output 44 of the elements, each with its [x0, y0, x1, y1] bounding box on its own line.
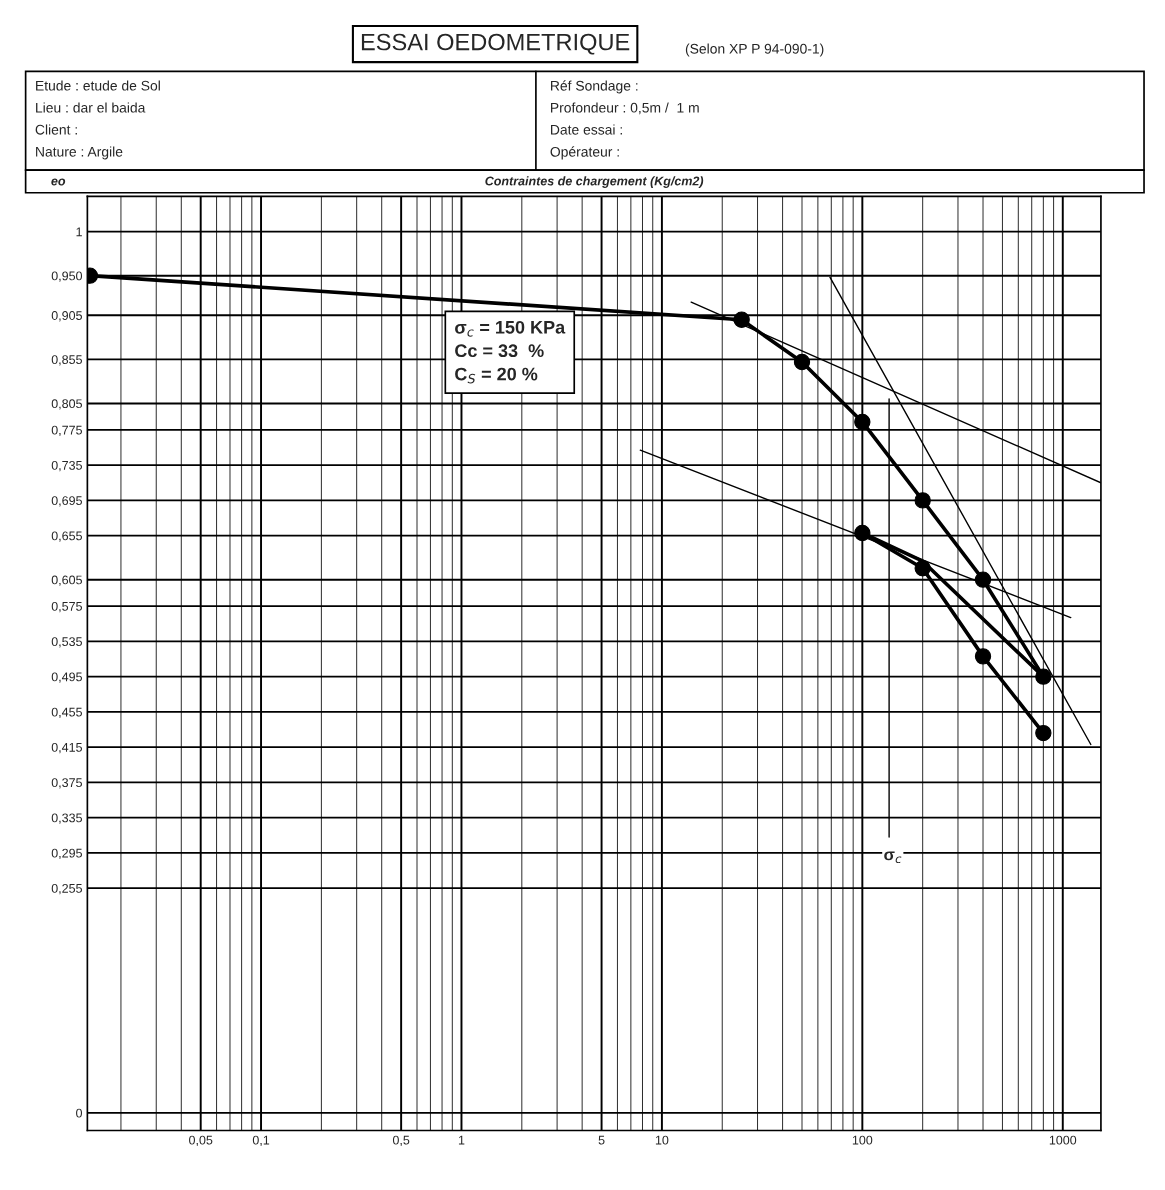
x-tick-label: 5: [598, 1135, 605, 1145]
y-tick-label: 0,655: [51, 531, 82, 542]
text: Profondeur : 0,5m / 1 m: [551, 102, 699, 115]
text: Nature : Argile: [36, 146, 123, 160]
y-tick-label: 0,735: [51, 460, 82, 472]
y-tick-label: 0,695: [51, 496, 82, 507]
x-tick-label: 0,5: [392, 1135, 410, 1147]
text: Date essai :: [551, 124, 622, 135]
annotation: σ$_{c}$: [884, 851, 902, 864]
text: Etude : etude de Sol: [36, 80, 160, 91]
y-tick-label: 0,415: [51, 742, 82, 754]
annotation: σ$_{c}$ = 150 KPa: [455, 320, 566, 337]
chart-subtitle: (Selon XP P 94-090-1): [685, 43, 824, 57]
x-tick-label: 100: [852, 1135, 873, 1145]
x-axis-title: Contraintes de chargement (Kg/cm2): [485, 176, 704, 188]
x-tick-label: 10: [655, 1135, 669, 1145]
x-tick-label: 0,05: [189, 1135, 213, 1147]
y-tick-label: 0,905: [51, 311, 82, 322]
y-tick-label: 0,295: [51, 848, 82, 860]
y-tick-label: 0,950: [51, 271, 83, 282]
x-tick-label: 0,1: [252, 1135, 270, 1147]
chart-title: ESSAI OEDOMETRIQUE: [361, 33, 630, 55]
y-tick-label: 0: [76, 1108, 83, 1118]
y-tick-label: 0,605: [51, 575, 82, 586]
y-tick-label: 0,805: [51, 399, 82, 410]
text: Réf Sondage :: [551, 80, 638, 94]
y-tick-label: 0,335: [51, 813, 82, 824]
y-tick-label: 0,255: [51, 883, 82, 895]
y-tick-label: 0,855: [51, 355, 82, 366]
y-tick-label: 0,575: [51, 601, 82, 613]
text: Lieu : dar el baida: [36, 102, 146, 113]
y-axis-title: eo: [51, 178, 66, 186]
x-tick-label: 1000: [1049, 1135, 1077, 1145]
text: Opérateur :: [550, 146, 619, 160]
y-tick-label: 0,495: [51, 672, 82, 683]
y-tick-label: 0,775: [51, 425, 82, 437]
x-tick-label: 1: [458, 1135, 465, 1145]
y-tick-label: 1: [76, 227, 82, 237]
y-tick-label: 0,455: [51, 707, 82, 719]
annotation: Cc = 33 %: [455, 344, 544, 358]
y-tick-label: 0,535: [51, 637, 82, 648]
annotation: C$_{S}$ = 20 %: [455, 367, 538, 384]
y-tick-label: 0,375: [51, 778, 82, 789]
text: Client :: [35, 124, 77, 135]
